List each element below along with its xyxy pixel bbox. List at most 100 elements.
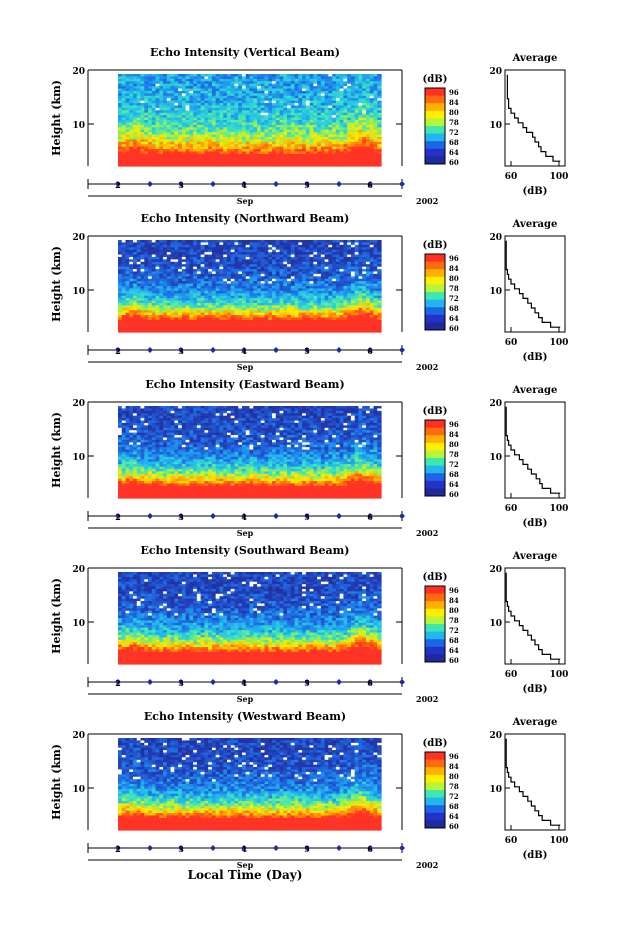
colorbar-swatch [425, 111, 445, 119]
heatmap-cell [253, 330, 257, 333]
average-line [507, 75, 560, 161]
heatmap-cell [167, 164, 171, 167]
heatmap-cell [231, 164, 235, 167]
colorbar-swatch [425, 156, 445, 164]
time-tick-label: 5 [304, 180, 310, 190]
heatmap-cell [295, 164, 299, 167]
average-y-tick-label: 20 [489, 67, 502, 77]
heatmap-cell [298, 164, 302, 167]
heatmap-cell [219, 330, 223, 333]
heatmap-cell [148, 330, 152, 333]
colorbar-tick-label: 72 [449, 128, 459, 137]
heatmap-cell [133, 164, 137, 167]
heatmap-cell [238, 164, 242, 167]
heatmap-cell [336, 330, 340, 333]
heatmap-cell [144, 330, 148, 333]
colorbar-unit: (dB) [423, 74, 448, 85]
heatmap-cell [129, 330, 133, 333]
heatmap-cell [178, 330, 182, 333]
heatmap-cell [174, 330, 178, 333]
heatmap-cell [283, 164, 287, 167]
heatmap-cell [280, 330, 284, 333]
heatmap-cell [223, 330, 227, 333]
heatmap-cell [208, 330, 212, 333]
year-label: 2002 [416, 196, 438, 206]
heatmap-cell [122, 164, 126, 167]
colorbar-swatch [425, 103, 445, 111]
heatmap-cell [234, 164, 238, 167]
heatmap-cell [126, 330, 130, 333]
colorbar-swatch [425, 118, 445, 126]
heatmap-cell [193, 164, 197, 167]
heatmap-cell [325, 164, 329, 167]
heatmap-cell [201, 164, 205, 167]
time-tick-label: 2 [115, 180, 121, 190]
heatmap-cell [234, 330, 238, 333]
heatmap-cell [197, 164, 201, 167]
heatmap-cell [268, 164, 272, 167]
heatmap-cell [242, 164, 246, 167]
heatmap-cell [148, 164, 152, 167]
heatmap-cell [174, 164, 178, 167]
heatmap-cell [208, 164, 212, 167]
colorbar-tick-label: 78 [449, 118, 459, 127]
heatmap-cell [171, 164, 175, 167]
heatmap-cell [144, 164, 148, 167]
heatmap-cell [362, 164, 366, 167]
average-title: Average [512, 53, 558, 64]
heatmap-cell [133, 330, 137, 333]
heatmap-cell [276, 164, 280, 167]
heatmap-cell [231, 330, 235, 333]
colorbar-tick-label: 96 [449, 88, 459, 97]
heatmap-cell [118, 164, 122, 167]
heatmap-cell [212, 330, 216, 333]
time-tick-mark [399, 181, 405, 187]
heatmap-cell [156, 330, 160, 333]
heatmap-cell [306, 164, 310, 167]
heatmap-cell [250, 164, 254, 167]
colorbar-tick-label: 64 [449, 148, 459, 157]
colorbar-swatch [425, 149, 445, 157]
heatmap-cell [238, 330, 242, 333]
heatmap-cell [366, 164, 370, 167]
heatmap-cell [118, 330, 122, 333]
panel-2: Echo Intensity (Northward Beam)Height (k… [50, 212, 568, 372]
average-x-tick-label: 60 [505, 172, 518, 182]
heatmap-cell [186, 330, 190, 333]
time-tick-label: 3 [178, 180, 184, 190]
panel-1: Echo Intensity (Vertical Beam)Height (km… [50, 46, 568, 206]
heatmap-cell [141, 330, 145, 333]
heatmap-cell [193, 330, 197, 333]
heatmap-cell [332, 330, 336, 333]
time-tick-mark [210, 181, 216, 187]
panel-title: Echo Intensity (Northward Beam) [141, 212, 350, 225]
heatmap-cell [291, 164, 295, 167]
heatmap-cell [310, 330, 314, 333]
heatmap-cell [126, 164, 130, 167]
heatmap-cell [347, 164, 351, 167]
heatmap-cell [310, 164, 314, 167]
heatmap-cell [276, 330, 280, 333]
heatmap-cell [265, 330, 269, 333]
heatmap-cell [223, 164, 227, 167]
colorbar-swatch [425, 96, 445, 104]
heatmap-cell [272, 330, 276, 333]
heatmap-cell [216, 164, 220, 167]
heatmap-cell [253, 164, 257, 167]
colorbar-swatch [425, 88, 445, 96]
heatmap-cell [137, 164, 141, 167]
heatmap-cell [287, 330, 291, 333]
colorbar-swatch [425, 134, 445, 142]
colorbar-swatch [425, 126, 445, 134]
y-tick-label: 20 [72, 67, 85, 77]
heatmap-cell [186, 164, 190, 167]
heatmap-cell [189, 330, 193, 333]
heatmap-cell [321, 164, 325, 167]
heatmap-cell [261, 330, 265, 333]
heatmap-cell [163, 330, 167, 333]
heatmap-cell [250, 330, 254, 333]
heatmap-cell [295, 330, 299, 333]
heatmap-cell [355, 164, 359, 167]
